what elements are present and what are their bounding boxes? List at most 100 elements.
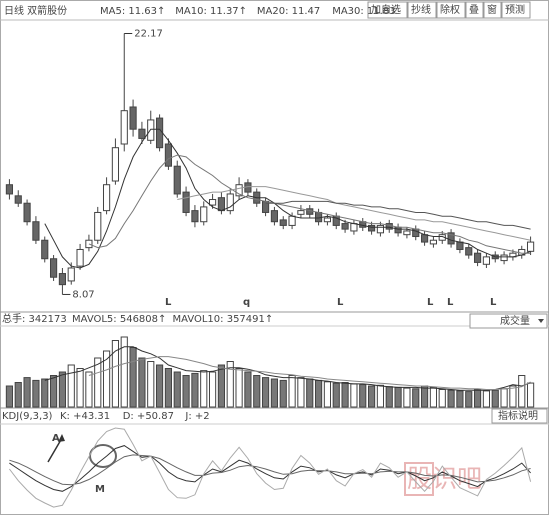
button-label[interactable]: 叠 xyxy=(469,4,479,16)
volume-bar xyxy=(155,364,164,408)
toolbar-button[interactable] xyxy=(367,1,408,19)
volume-bar xyxy=(173,371,181,408)
volume-bar xyxy=(191,372,199,408)
volume-bar xyxy=(518,375,526,408)
indicator-line xyxy=(9,427,532,508)
dropdown-arrow[interactable] xyxy=(538,319,544,323)
candle-body xyxy=(367,224,376,232)
volume-bar xyxy=(473,389,482,408)
candle-body xyxy=(129,106,137,130)
volume-bar xyxy=(306,378,314,408)
legend-entry: J: +2 xyxy=(184,411,209,422)
signal-marker: L xyxy=(165,297,172,308)
selector-label[interactable]: 成交量 xyxy=(500,314,530,327)
toolbar-button[interactable] xyxy=(436,1,466,19)
volume-bar xyxy=(76,368,84,408)
button-label[interactable]: 预测 xyxy=(505,3,525,16)
annotation: M xyxy=(95,484,105,495)
volume-bar xyxy=(359,384,367,408)
button-label[interactable]: 抄线 xyxy=(411,3,431,16)
volume-bar xyxy=(244,371,252,408)
candle-body xyxy=(420,234,429,243)
candle-body xyxy=(217,197,226,212)
toolbar-button[interactable] xyxy=(483,1,502,19)
volume-bar xyxy=(32,379,40,408)
volume-bar xyxy=(412,388,420,408)
legend-entry: D: +50.87 xyxy=(123,411,174,422)
indicator-line xyxy=(88,356,531,390)
toolbar-button[interactable] xyxy=(501,1,531,19)
candle-body xyxy=(102,184,111,212)
indicator-line xyxy=(44,346,531,391)
candle-body xyxy=(138,128,146,139)
volume-bar xyxy=(164,368,173,408)
volume-bar xyxy=(120,336,128,408)
volume-bar xyxy=(147,361,155,408)
volume-bar xyxy=(482,390,491,408)
volume-bar xyxy=(447,389,455,408)
annotation: A xyxy=(52,433,60,444)
volume-bar xyxy=(217,364,226,408)
volume-bar xyxy=(314,379,323,408)
candle-body xyxy=(376,224,385,234)
candle-body xyxy=(58,273,67,286)
volume-bar xyxy=(500,388,508,408)
volume-bar xyxy=(235,368,243,408)
indicator-line xyxy=(44,128,531,269)
high-label: 22.17 xyxy=(134,29,163,40)
button-label[interactable]: 除权 xyxy=(440,3,460,16)
button-label[interactable]: 窗 xyxy=(487,3,497,16)
legend-entry: MA5: 11.63↑ xyxy=(100,6,165,17)
candle-body xyxy=(456,241,464,250)
volume-bar xyxy=(49,375,58,408)
volume-bar xyxy=(270,378,279,408)
button-label[interactable]: 加自选 xyxy=(371,3,401,16)
volume-bar xyxy=(332,382,340,408)
toolbar-button[interactable] xyxy=(465,1,484,19)
volume-bar xyxy=(288,375,296,408)
legend-entry: MA30: 11.83 xyxy=(332,6,395,17)
volume-bar xyxy=(429,386,438,408)
candle-body xyxy=(473,252,482,263)
volume-bar xyxy=(376,384,385,408)
button-label[interactable]: 指标说明 xyxy=(498,409,538,422)
candle-body xyxy=(76,248,84,267)
candle-body xyxy=(526,241,535,252)
volume-bar xyxy=(323,381,332,408)
signal-marker: L xyxy=(490,297,497,308)
volume-bar xyxy=(85,371,93,408)
volume-bar xyxy=(403,387,411,408)
volume-bar xyxy=(58,371,67,408)
candle-body xyxy=(500,254,508,262)
volume-bar xyxy=(226,361,234,408)
indicator-line xyxy=(9,454,531,486)
volume-bar xyxy=(509,385,517,408)
volume-bar xyxy=(200,370,208,408)
candle-body xyxy=(155,117,164,149)
volume-bar xyxy=(420,385,429,408)
candle-body xyxy=(111,147,120,182)
candle-body xyxy=(94,211,102,241)
volume-bar xyxy=(94,357,102,408)
volume-bar xyxy=(182,375,190,408)
indicator-line xyxy=(177,186,531,241)
kdj-title: KDJ(9,3,3) xyxy=(2,411,53,422)
indicator-help-button[interactable] xyxy=(491,408,548,424)
signal-marker: L xyxy=(427,297,434,308)
volume-bar xyxy=(394,386,402,408)
candle-body xyxy=(482,256,491,265)
candle-body xyxy=(173,165,181,195)
candle-body xyxy=(191,210,199,223)
toolbar-button[interactable] xyxy=(407,1,437,19)
candle-body xyxy=(226,193,234,212)
candle-body xyxy=(403,230,411,236)
volume-bar xyxy=(526,382,535,408)
volume-bar xyxy=(297,377,305,408)
volume-bar xyxy=(350,383,358,408)
volume-bar xyxy=(138,357,146,408)
volume-bar xyxy=(23,377,31,408)
indicator-selector[interactable] xyxy=(469,313,548,329)
candle-body xyxy=(14,195,22,204)
legend-entry: MAVOL10: 357491↑ xyxy=(173,314,274,325)
